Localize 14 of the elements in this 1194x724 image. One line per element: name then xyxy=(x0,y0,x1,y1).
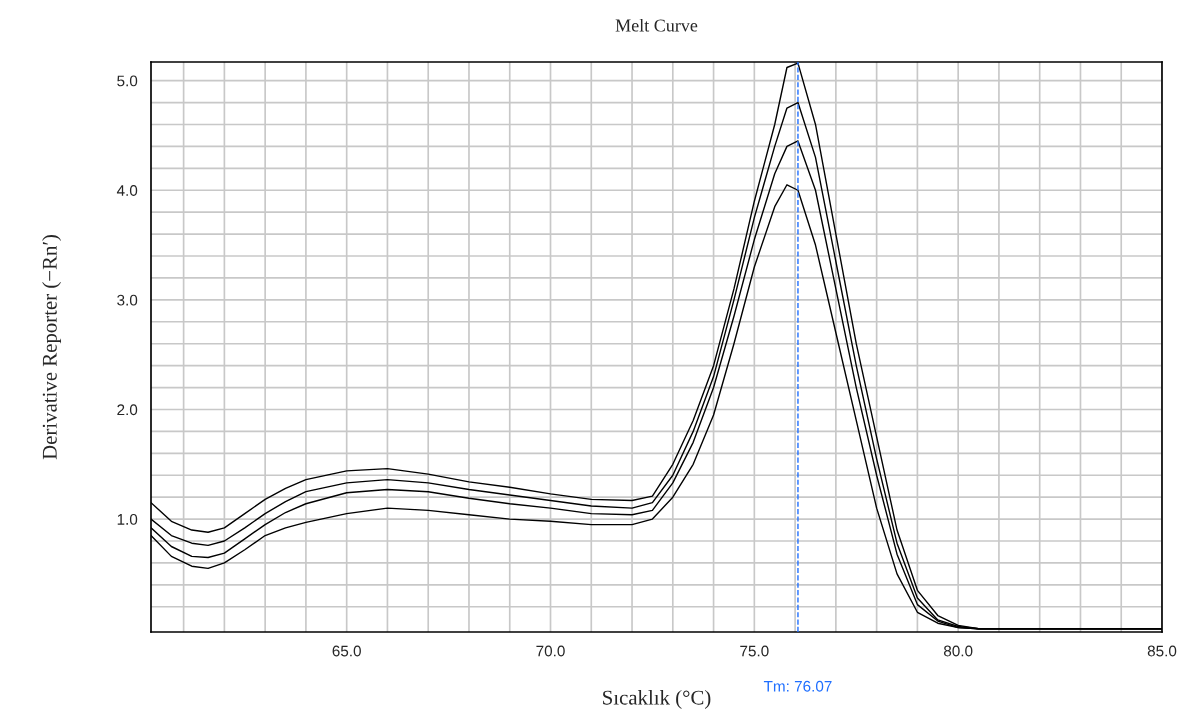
x-tick-label: 75.0 xyxy=(740,645,769,657)
x-tick-label: 65.0 xyxy=(332,645,361,657)
x-tick-label: 85.0 xyxy=(1147,645,1177,657)
y-tick-label: 2.0 xyxy=(117,404,138,416)
x-axis-title: Sıcaklık (°C) xyxy=(603,689,711,709)
ref-line-label: Tm: 76.07 xyxy=(763,680,832,692)
y-tick-label: 4.0 xyxy=(116,185,138,196)
y-tick-label: 1.0 xyxy=(117,513,138,525)
x-tick-label: 80.0 xyxy=(943,645,973,657)
chart-title: Melt Curve xyxy=(615,18,698,32)
y-axis-title: Derivative Reporter (−Rn′) xyxy=(42,235,62,460)
y-tick-label: 3.0 xyxy=(117,294,138,306)
y-tick-label: 5.0 xyxy=(117,75,138,87)
x-tick-label: 70.0 xyxy=(536,645,565,657)
